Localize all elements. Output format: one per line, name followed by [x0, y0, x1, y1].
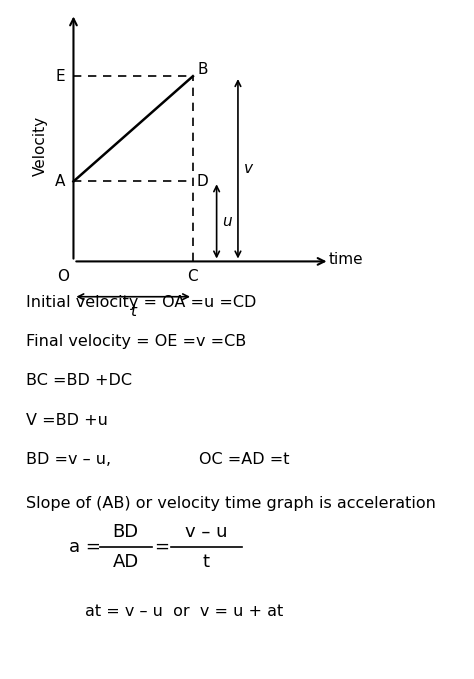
Text: Initial velocity = OA =u =CD: Initial velocity = OA =u =CD	[26, 295, 256, 310]
Text: D: D	[197, 174, 208, 189]
Text: Final velocity = OE =v =CB: Final velocity = OE =v =CB	[26, 334, 246, 349]
Text: O: O	[57, 269, 69, 284]
Text: BC =BD +DC: BC =BD +DC	[26, 373, 132, 388]
Text: V =BD +u: V =BD +u	[26, 413, 108, 428]
Text: t: t	[130, 304, 136, 319]
Text: C: C	[188, 269, 198, 284]
Text: time: time	[328, 252, 364, 267]
Text: B: B	[197, 62, 208, 77]
Text: E: E	[55, 69, 65, 84]
Text: AD: AD	[112, 553, 139, 570]
Text: A: A	[55, 174, 65, 189]
Text: u: u	[222, 214, 232, 229]
Text: t: t	[203, 553, 210, 570]
Text: v: v	[244, 162, 253, 177]
Text: OC =AD =t: OC =AD =t	[199, 452, 290, 467]
Text: BD =v – u,: BD =v – u,	[26, 452, 111, 467]
Text: Slope of (AB) or velocity time graph is acceleration: Slope of (AB) or velocity time graph is …	[26, 496, 436, 511]
Text: BD: BD	[112, 523, 139, 540]
Text: a =: a =	[69, 538, 100, 555]
Text: at = v – u  or  v = u + at: at = v – u or v = u + at	[85, 604, 283, 619]
Text: =: =	[154, 538, 169, 555]
Text: Velocity: Velocity	[33, 115, 48, 176]
Text: v – u: v – u	[185, 523, 228, 540]
